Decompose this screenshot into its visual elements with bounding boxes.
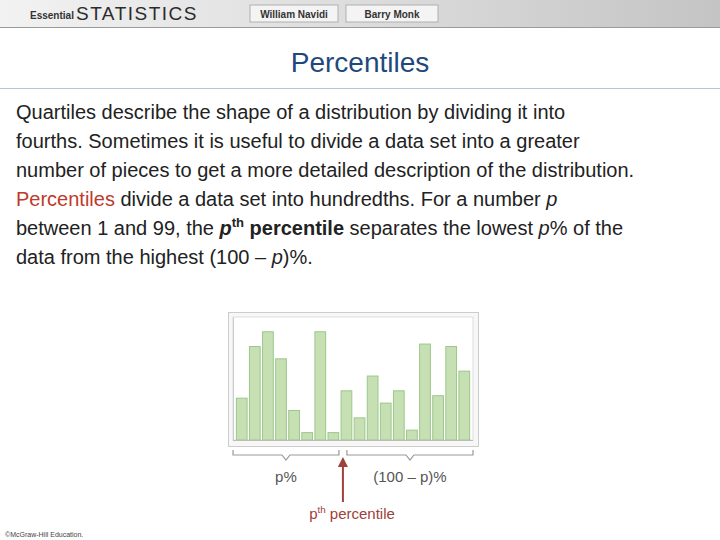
logo-large: STATISTICS (76, 3, 198, 24)
author-box (250, 5, 338, 22)
text-run: p (271, 246, 283, 268)
bar (276, 359, 287, 440)
bar (446, 347, 457, 440)
text-run: separates the lowest (344, 217, 539, 239)
text-run: p (219, 217, 232, 239)
y-axis-line (233, 318, 234, 441)
text-run: fourths. Sometimes it is useful to divid… (16, 130, 580, 152)
bar (420, 344, 431, 440)
bracket-right (347, 450, 473, 460)
title: Percentiles (291, 47, 430, 78)
bracket-left (233, 450, 339, 460)
text-run: % of the (550, 217, 623, 239)
author: Barry Monk (364, 9, 419, 20)
baseline (233, 440, 473, 441)
text-run: (100 – p)% (373, 468, 446, 485)
bar (354, 418, 365, 440)
text-run: between 1 and 99, the (16, 217, 220, 239)
y-axis (233, 318, 234, 441)
text-run: p (538, 217, 550, 239)
text-run: )%. (283, 246, 313, 268)
annotation: (100 – p)% (373, 468, 446, 485)
text-run: Percentiles (16, 188, 115, 210)
bar (393, 391, 404, 440)
body-line: Quartiles describe the shape of a distri… (16, 101, 565, 123)
bar (263, 332, 274, 440)
bar (407, 430, 418, 440)
bar (459, 371, 470, 440)
body-line: between 1 and 99, the pth percentile sep… (16, 215, 623, 239)
header: EssentialSTATISTICS William Navidi Barry M… (0, 0, 720, 28)
bar (302, 433, 313, 440)
title-rule (0, 88, 720, 89)
author-box (346, 5, 438, 22)
text-run: p (309, 505, 317, 522)
annotation: p% (275, 468, 297, 485)
text-run: data from the highest (100 – (16, 246, 272, 268)
arrow (342, 462, 344, 502)
bar (341, 391, 352, 440)
text-run: th (232, 215, 244, 230)
text-run: Quartiles describe the shape of a distri… (16, 101, 565, 123)
text-run: percentile (326, 505, 395, 522)
bar (433, 396, 444, 440)
text-run: p (545, 188, 557, 210)
author: William Navidi (260, 9, 328, 20)
text-run: divide a data set into hundredths. For a… (115, 188, 546, 210)
bar (380, 403, 391, 440)
bar (328, 433, 339, 440)
bar (289, 410, 300, 440)
bar (367, 376, 378, 440)
bar (236, 398, 247, 440)
bar (315, 332, 326, 440)
body-line: Percentiles divide a data set into hundr… (16, 188, 557, 210)
footer: ©McGraw-Hill Education. (5, 531, 83, 538)
bars (236, 332, 469, 440)
body-line: data from the highest (100 – p)%. (16, 246, 313, 268)
header-band (0, 0, 720, 27)
logo-small: Essential (30, 10, 74, 21)
figure: p% (100 – p)% pth percentile (229, 313, 479, 523)
header-rule (0, 27, 720, 28)
text-run: percentile (244, 217, 344, 239)
text-run: number of pieces to get a more detailed … (16, 159, 634, 181)
body-line: number of pieces to get a more detailed … (16, 159, 634, 181)
text-run: p% (275, 468, 297, 485)
annotation: pth percentile (309, 504, 395, 522)
slide: EssentialSTATISTICS William Navidi Barry M… (0, 0, 720, 540)
bar (249, 347, 260, 440)
body-line: fourths. Sometimes it is useful to divid… (16, 130, 580, 152)
figure-panel (229, 313, 479, 447)
plot-frame (233, 317, 473, 440)
text-run: th (317, 504, 325, 515)
